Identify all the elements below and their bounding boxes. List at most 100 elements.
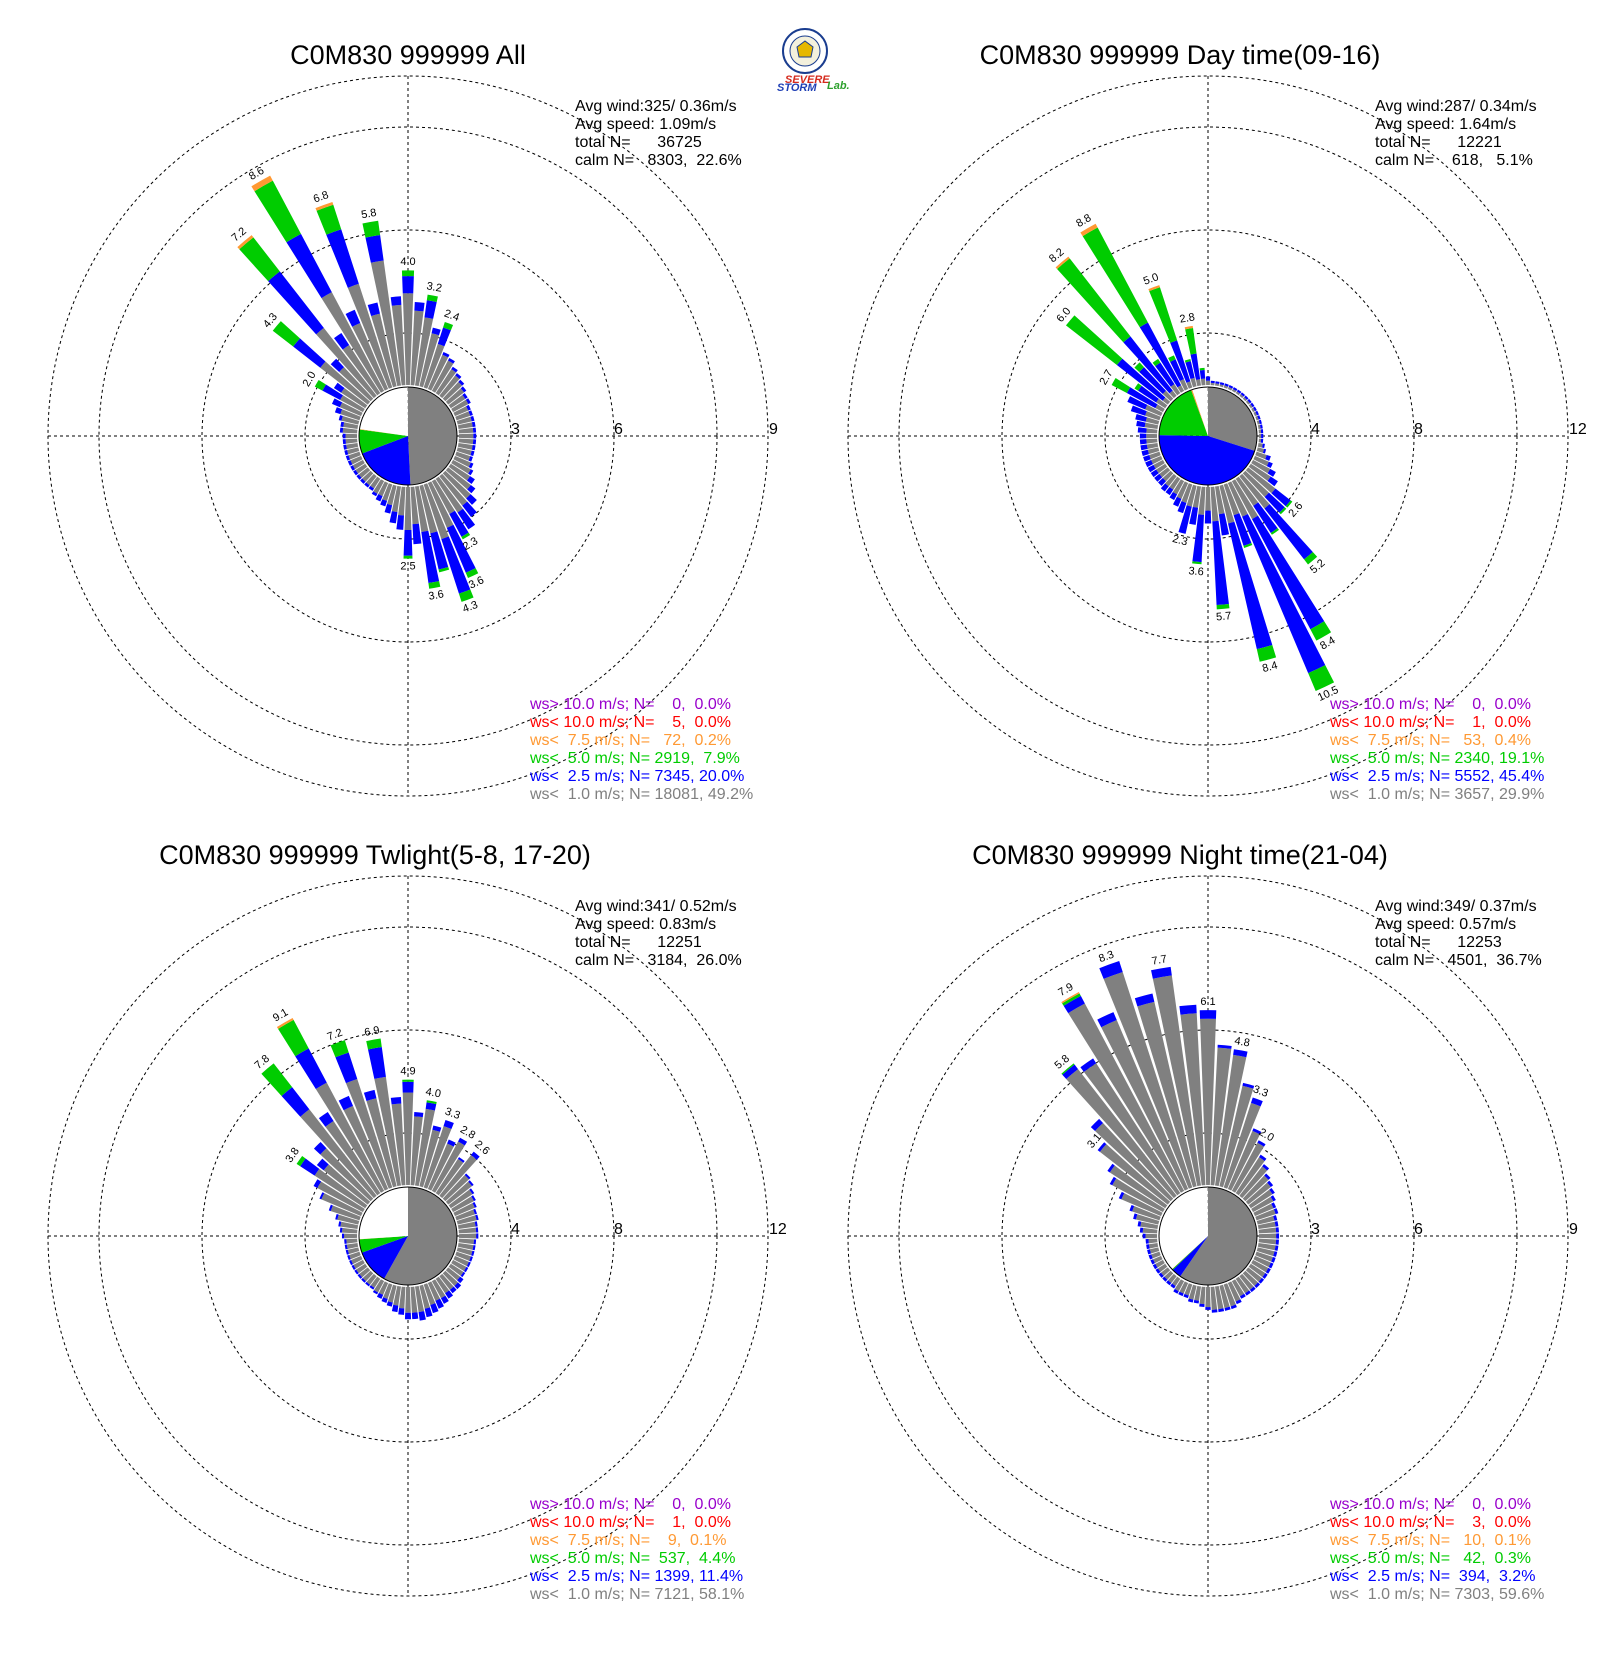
pie-slice-lt1: [408, 387, 458, 485]
bar-segment-lt1-355: [1200, 378, 1206, 386]
bar-segment-lt2_5-5: [414, 302, 425, 312]
bar-segment-lt5-10: [426, 1100, 437, 1105]
bar-segment-lt1-340: [347, 283, 393, 389]
bar-segment-lt2_5-250: [347, 1254, 351, 1261]
bar-segment-lt2_5-190: [1193, 1299, 1200, 1304]
bar-segment-lt1-270: [345, 433, 358, 439]
bar-segment-lt2_5-115: [466, 1261, 471, 1268]
bar-segment-lt1-20: [423, 1126, 452, 1189]
bar-segment-lt7_5-330: [1080, 223, 1098, 237]
bar-segment-lt2_5-190: [389, 511, 398, 524]
bar-segment-lt1-345: [371, 313, 397, 388]
bar-segment-lt1-305: [341, 387, 368, 409]
ring-label: 8: [614, 1221, 623, 1238]
bar-segment-lt2_5-50: [1267, 1180, 1274, 1188]
bar-segment-lt1-320: [300, 1109, 377, 1199]
bar-segment-lt1-295: [1121, 1193, 1163, 1217]
bar-segment-lt1-315: [320, 1148, 374, 1202]
bar-segment-lt2_5-160: [441, 536, 471, 594]
pie-slice-lt1: [1208, 386, 1258, 451]
bar-segment-lt2_5-140: [449, 1286, 457, 1294]
ring-label: 12: [769, 1221, 787, 1238]
bar-segment-lt2_5-30: [1257, 1140, 1266, 1147]
bar-segment-lt1-165: [419, 1284, 430, 1309]
bar-segment-lt2_5-290: [1129, 1204, 1135, 1212]
pie-outline: [358, 386, 458, 486]
bar-segment-lt1-210: [373, 479, 385, 494]
bar-segment-lt5-145: [1270, 528, 1279, 535]
bar-segment-lt1-100: [457, 443, 473, 450]
bar-segment-lt1-0: [1205, 380, 1211, 386]
bar-segment-lt1-170: [1215, 1285, 1224, 1310]
bar-segment-lt5-155: [1308, 665, 1335, 691]
bar-segment-lt1-185: [398, 486, 406, 516]
bar-segment-lt2_5-240: [1147, 464, 1156, 473]
bar-segment-lt2_5-165: [1228, 521, 1273, 650]
bar-segment-lt2_5-255: [1141, 449, 1149, 457]
bar-segment-lt5-330: [254, 180, 301, 243]
bar-segment-lt2_5-310: [293, 338, 326, 368]
bar-segment-lt2_5-260: [1146, 1244, 1150, 1250]
bar-segment-lt2_5-140: [462, 501, 477, 517]
bar-segment-lt1-150: [1231, 479, 1258, 520]
bar-segment-lt1-10: [1215, 1054, 1247, 1187]
bar-segment-lt5-10: [426, 294, 438, 303]
bar-segment-lt2_5-135: [1264, 492, 1285, 513]
bar-segment-lt2_5-85: [1275, 1227, 1279, 1233]
bar-segment-lt2_5-130: [1258, 1277, 1265, 1284]
legend-entry: ws> 10.0 m/s; N= 0, 0.0%: [1329, 1496, 1531, 1513]
bar-segment-lt1-125: [448, 463, 471, 481]
bar-segment-lt1-20: [1223, 1102, 1261, 1189]
bar-segment-lt1-100: [1257, 443, 1263, 448]
bar-segment-lt1-240: [1153, 459, 1165, 469]
bar-segment-lt2_5-320: [281, 1087, 310, 1117]
bar-segment-lt2_5-290: [334, 407, 343, 415]
legend-entry: ws< 7.5 m/s; N= 9, 0.1%: [529, 1532, 727, 1549]
legend-entry: ws> 10.0 m/s; N= 0, 0.0%: [529, 696, 731, 713]
bar-segment-lt1-75: [456, 416, 472, 425]
bar-segment-lt2_5-240: [1152, 1263, 1158, 1270]
bar-segment-lt1-290: [1145, 411, 1161, 421]
ring-label: 4: [1311, 421, 1320, 438]
bar-label: 3.6: [467, 574, 486, 591]
bar-segment-lt1-140: [1239, 473, 1270, 509]
pie-slice-lt2_5: [361, 1236, 408, 1279]
bar-segment-lt2_5-185: [1192, 514, 1205, 563]
bar-segment-lt2_5-300: [1126, 387, 1158, 409]
bar-segment-lt1-10: [415, 1108, 435, 1187]
bar-segment-lt1-190: [1194, 1285, 1201, 1301]
bar-segment-lt2_5-0: [402, 1081, 414, 1093]
bar-segment-lt5-340: [1149, 287, 1178, 343]
pie-slice-lt5: [1172, 1236, 1208, 1270]
bar-segment-lt2_5-95: [1275, 1239, 1279, 1245]
bar-segment-lt5-305: [296, 1155, 306, 1167]
bar-segment-lt1-45: [1242, 397, 1247, 402]
bar-segment-lt2_5-215: [1170, 1283, 1176, 1289]
bar-segment-lt2_5-80: [474, 1221, 478, 1227]
legend-entry: ws< 7.5 m/s; N= 72, 0.2%: [529, 732, 731, 749]
bar-segment-lt1-315: [1162, 390, 1174, 402]
bar-segment-lt1-275: [342, 427, 358, 434]
info-line: Avg wind:349/ 0.37m/s: [1375, 898, 1537, 915]
bar-segment-lt1-30: [1231, 1142, 1265, 1193]
bar-segment-lt2_5-315: [1090, 1118, 1104, 1132]
bar-segment-lt1-5: [410, 310, 424, 386]
info-line: Avg speed: 1.09m/s: [575, 116, 716, 133]
bar-segment-lt2_5-210: [1169, 491, 1178, 501]
bar-segment-lt2_5-55: [1250, 402, 1255, 408]
bar-segment-lt1-215: [370, 1276, 381, 1288]
pie-slice-lt7_5: [1171, 1236, 1208, 1270]
bar-segment-lt2_5-105: [1273, 1251, 1278, 1257]
pie-slice-lt2_5: [1172, 1236, 1208, 1277]
bar-label: 5.7: [1216, 610, 1232, 623]
bar-segment-lt1-315: [339, 367, 374, 402]
bar-segment-lt2_5-10: [1233, 1049, 1248, 1058]
bar-segment-lt2_5-160: [1230, 1304, 1237, 1310]
pie-slice-lt5: [359, 1236, 408, 1253]
bar-segment-lt1-235: [1156, 463, 1168, 474]
bar-segment-lt2_5-290: [328, 1204, 333, 1212]
bar-segment-lt1-300: [317, 1181, 365, 1213]
bar-segment-lt1-65: [1253, 1203, 1274, 1217]
bar-segment-lt1-40: [1239, 394, 1244, 399]
bar-segment-lt1-200: [1184, 1283, 1193, 1296]
